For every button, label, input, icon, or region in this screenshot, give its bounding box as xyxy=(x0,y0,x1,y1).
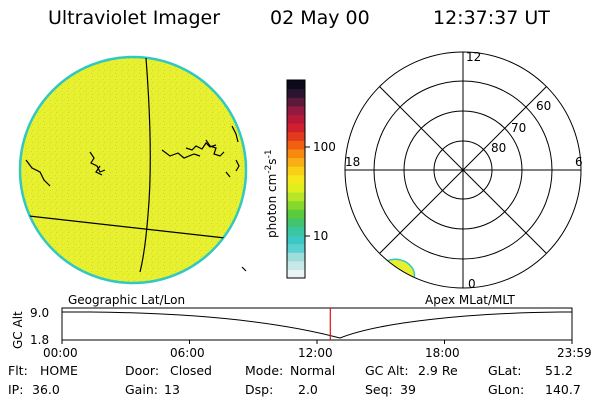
colorbar-band xyxy=(287,105,305,116)
colorbar-gradient xyxy=(287,80,305,279)
glon-key: GLon: xyxy=(488,382,524,397)
door-value: Closed xyxy=(170,363,212,378)
glat-key: GLat: xyxy=(488,363,521,378)
altitude-curve xyxy=(62,311,572,339)
dsp-value: 2.0 xyxy=(298,382,318,397)
apex-caption: Apex MLat/MLT xyxy=(425,293,515,307)
polar-mlat-mlt-panel: 12 18 6 0 60 70 80 Apex MLat/MLT xyxy=(344,50,583,307)
colorbar-band xyxy=(287,114,305,124)
colorbar-band xyxy=(287,88,305,98)
gain-key: Gain: xyxy=(125,382,158,397)
colorbar-band xyxy=(287,252,305,262)
timeline-axis-label: GC Alt xyxy=(11,311,25,349)
colorbar-band xyxy=(287,123,305,133)
geographic-caption: Geographic Lat/Lon xyxy=(68,293,185,307)
mode-key: Mode: xyxy=(245,363,283,378)
dsp-key: Dsp: xyxy=(245,382,273,397)
altitude-timeline: GC Alt 9.0 1.8 00:00 06:00 12:00 18:00 2… xyxy=(11,306,592,360)
timeline-tick-1800: 18:00 xyxy=(425,346,460,360)
gain-value: 13 xyxy=(164,382,180,397)
ip-key: IP: xyxy=(8,382,23,397)
mlat-label-60: 60 xyxy=(536,99,551,113)
colorbar-band xyxy=(287,140,305,150)
colorbar-band xyxy=(287,209,305,219)
colorbar-band xyxy=(287,157,305,167)
mlt-label-0: 0 xyxy=(468,277,476,291)
colorbar-band xyxy=(287,174,305,184)
colorbar-unit-label: photon cm-2s-1 xyxy=(264,149,279,238)
timeline-tick-0000: 00:00 xyxy=(43,346,78,360)
gcalt-value: 2.9 Re xyxy=(418,363,458,378)
colorbar-band xyxy=(287,200,305,210)
mode-value: Normal xyxy=(290,363,335,378)
timeline-tick-0600: 06:00 xyxy=(170,346,205,360)
gcalt-key: GC Alt: xyxy=(365,363,409,378)
colorbar-band xyxy=(287,97,305,107)
mlat-label-70: 70 xyxy=(511,121,526,135)
flt-key: Flt: xyxy=(8,363,28,378)
parallel-line xyxy=(20,214,244,241)
timeline-tick-1200: 12:00 xyxy=(298,346,333,360)
instrument-title: Ultraviolet Imager xyxy=(48,7,220,29)
timeline-y-bottom: 1.8 xyxy=(30,333,49,347)
colorbar-band xyxy=(287,131,305,141)
earth-disk xyxy=(18,55,248,285)
glat-value: 51.2 xyxy=(545,363,573,378)
colorbar-band xyxy=(287,234,305,245)
mlt-label-12: 12 xyxy=(466,50,481,64)
flt-value: HOME xyxy=(40,363,78,378)
colorbar-band xyxy=(287,80,305,90)
colorbar-band xyxy=(287,166,305,176)
colorbar-band xyxy=(287,191,305,202)
status-readouts: Flt: HOME Door: Closed Mode: Normal GC A… xyxy=(8,363,581,397)
mlt-label-6: 6 xyxy=(575,155,583,169)
mlat-label-80: 80 xyxy=(491,141,506,155)
timeline-y-top: 9.0 xyxy=(30,306,49,320)
door-key: Door: xyxy=(125,363,159,378)
colorbar-band xyxy=(287,260,305,270)
mlt-label-18: 18 xyxy=(345,155,360,169)
seq-value: 39 xyxy=(400,382,416,397)
date-readout: 02 May 00 xyxy=(270,7,370,29)
time-readout: 12:37:37 UT xyxy=(433,7,550,29)
colorbar-band xyxy=(287,226,305,236)
seq-key: Seq: xyxy=(365,382,393,397)
glon-value: 140.7 xyxy=(545,382,581,397)
meridian-line xyxy=(139,57,151,273)
colorbar-band xyxy=(287,148,305,159)
colorbar-band xyxy=(287,217,305,227)
colorbar-band xyxy=(287,243,305,253)
ip-value: 36.0 xyxy=(32,382,60,397)
color-scale-bar: 100 10 photon cm-2s-1 xyxy=(264,79,336,279)
colorbar-band xyxy=(287,269,305,279)
geographic-image-panel: Geographic Lat/Lon xyxy=(18,55,248,307)
timeline-tick-2359: 23:59 xyxy=(557,346,592,360)
colorbar-tick-10: 10 xyxy=(313,229,328,243)
colorbar-band xyxy=(287,183,305,193)
colorbar-tick-100: 100 xyxy=(313,140,336,154)
